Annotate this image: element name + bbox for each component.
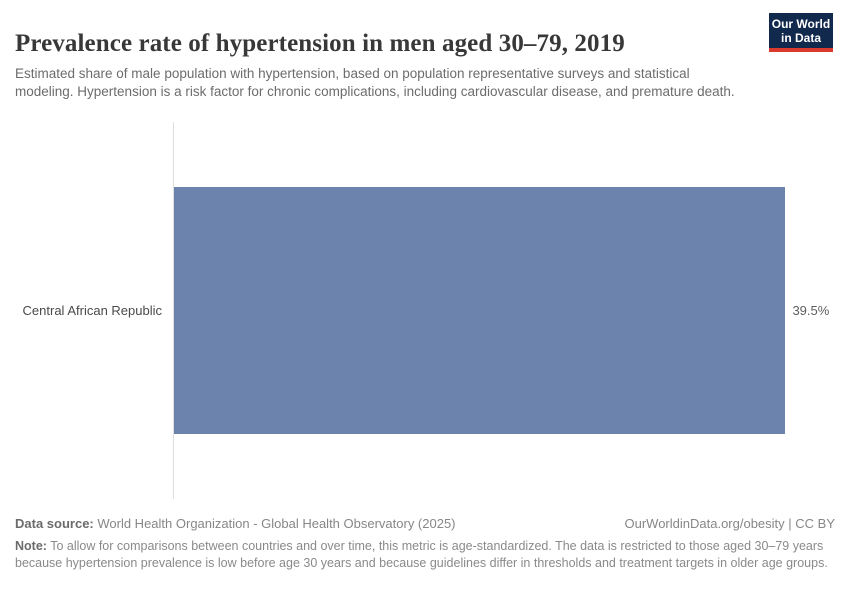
- bar-value-label: 39.5%: [792, 303, 830, 318]
- bar-category-label: Central African Republic: [22, 303, 162, 318]
- y-axis-line: [173, 122, 174, 499]
- data-source-value: World Health Organization - Global Healt…: [93, 516, 456, 531]
- owid-logo-line1: Our World: [771, 16, 831, 31]
- source-row: Data source: World Health Organization -…: [15, 516, 835, 531]
- data-source-text: Data source: World Health Organization -…: [15, 516, 456, 531]
- owid-logo: Our World in Data: [769, 13, 833, 52]
- data-source-label: Data source:: [15, 516, 94, 531]
- chart-subtitle: Estimated share of male population with …: [15, 65, 735, 100]
- attribution-link[interactable]: OurWorldinData.org/obesity | CC BY: [624, 516, 836, 531]
- chart-title: Prevalence rate of hypertension in men a…: [15, 29, 625, 57]
- bar-row: 39.5%: [174, 187, 835, 434]
- chart-footer: Data source: World Health Organization -…: [15, 516, 835, 572]
- plot-area: Central African Republic 39.5%: [15, 122, 835, 499]
- owid-logo-line2: in Data: [780, 30, 821, 45]
- note-text: To allow for comparisons between countri…: [15, 539, 828, 570]
- note-label: Note:: [15, 539, 47, 553]
- bar-central-african-republic: [174, 187, 786, 434]
- footnote: Note: To allow for comparisons between c…: [15, 538, 835, 572]
